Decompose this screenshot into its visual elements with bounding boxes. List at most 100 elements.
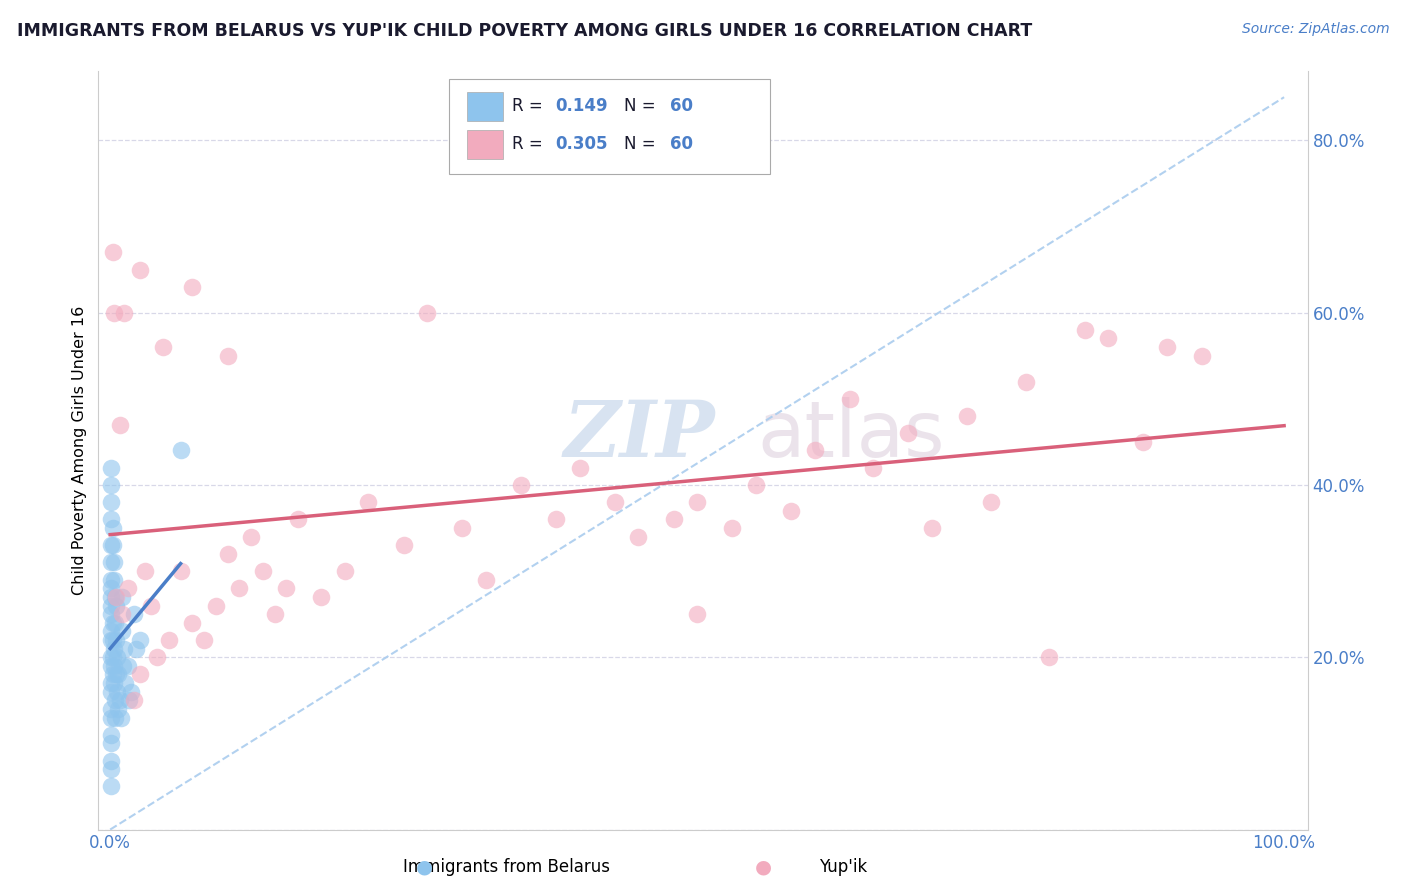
Text: 0.305: 0.305 xyxy=(555,136,607,153)
Point xyxy=(103,556,125,570)
Text: atlas: atlas xyxy=(758,397,945,474)
Point xyxy=(101,538,124,552)
Point xyxy=(122,607,145,622)
Point xyxy=(100,633,122,648)
Text: ●: ● xyxy=(416,857,433,877)
Point xyxy=(475,573,498,587)
Point xyxy=(263,607,285,622)
Point xyxy=(568,460,591,475)
Point xyxy=(392,538,415,552)
Point xyxy=(103,641,125,656)
Point xyxy=(101,667,124,681)
Point xyxy=(100,762,122,776)
Point xyxy=(169,443,191,458)
Point xyxy=(104,693,127,707)
Point xyxy=(897,426,920,441)
Text: Source: ZipAtlas.com: Source: ZipAtlas.com xyxy=(1241,22,1389,37)
Point xyxy=(100,658,122,673)
Point xyxy=(105,684,128,698)
Text: ZIP: ZIP xyxy=(564,397,716,474)
Point xyxy=(181,615,204,630)
Point xyxy=(686,607,709,622)
Point xyxy=(546,512,568,526)
Point xyxy=(101,245,124,260)
Point xyxy=(510,478,533,492)
Point xyxy=(118,693,141,707)
Point xyxy=(100,538,122,552)
Point xyxy=(100,780,122,794)
Point xyxy=(105,650,128,665)
Point xyxy=(193,633,215,648)
Point xyxy=(108,417,131,432)
Point xyxy=(103,573,125,587)
Text: R =: R = xyxy=(512,97,548,115)
Point xyxy=(1038,650,1060,665)
Point xyxy=(103,658,125,673)
Point xyxy=(169,564,191,578)
Point xyxy=(100,478,122,492)
Point xyxy=(416,305,439,319)
Point xyxy=(333,564,356,578)
Point xyxy=(101,650,124,665)
Point xyxy=(112,305,135,319)
Point xyxy=(111,590,134,604)
Point xyxy=(627,530,650,544)
Point xyxy=(128,667,150,681)
Point xyxy=(204,599,226,613)
Point xyxy=(120,684,142,698)
Point xyxy=(956,409,979,423)
Point xyxy=(228,582,250,596)
Text: ●: ● xyxy=(755,857,772,877)
Y-axis label: Child Poverty Among Girls Under 16: Child Poverty Among Girls Under 16 xyxy=(72,306,87,595)
Point xyxy=(217,547,239,561)
Point xyxy=(181,279,204,293)
Point xyxy=(276,582,298,596)
Point xyxy=(100,590,122,604)
Point xyxy=(100,512,122,526)
Point xyxy=(100,702,122,716)
Point xyxy=(100,582,122,596)
Point xyxy=(100,556,122,570)
Point xyxy=(100,460,122,475)
Point xyxy=(287,512,309,526)
Point xyxy=(862,460,884,475)
Text: Immigrants from Belarus: Immigrants from Belarus xyxy=(402,858,610,876)
Point xyxy=(100,607,122,622)
Point xyxy=(100,573,122,587)
Bar xyxy=(467,92,503,120)
Text: N =: N = xyxy=(624,136,661,153)
Point xyxy=(117,582,139,596)
Point xyxy=(100,599,122,613)
Text: R =: R = xyxy=(512,136,548,153)
Point xyxy=(357,495,380,509)
Point xyxy=(217,349,239,363)
Point xyxy=(803,443,825,458)
Point xyxy=(1015,375,1038,389)
Point xyxy=(838,392,860,406)
Point xyxy=(100,728,122,742)
Point xyxy=(112,641,135,656)
Point xyxy=(1073,323,1095,337)
Point xyxy=(100,676,122,690)
Point xyxy=(157,633,180,648)
Point xyxy=(125,641,148,656)
Point xyxy=(1191,349,1213,363)
Point xyxy=(103,305,125,319)
Point xyxy=(100,710,122,724)
Point xyxy=(603,495,626,509)
Point xyxy=(134,564,156,578)
Point xyxy=(100,736,122,750)
Point xyxy=(111,624,134,639)
Point xyxy=(104,710,127,724)
Text: IMMIGRANTS FROM BELARUS VS YUP'IK CHILD POVERTY AMONG GIRLS UNDER 16 CORRELATION: IMMIGRANTS FROM BELARUS VS YUP'IK CHILD … xyxy=(17,22,1032,40)
Point xyxy=(105,667,128,681)
Point xyxy=(662,512,685,526)
Point xyxy=(117,658,139,673)
Point xyxy=(780,504,803,518)
Point xyxy=(100,650,122,665)
Point xyxy=(686,495,709,509)
Point xyxy=(122,693,145,707)
Point xyxy=(252,564,274,578)
Point xyxy=(100,684,122,698)
Point xyxy=(451,521,474,535)
